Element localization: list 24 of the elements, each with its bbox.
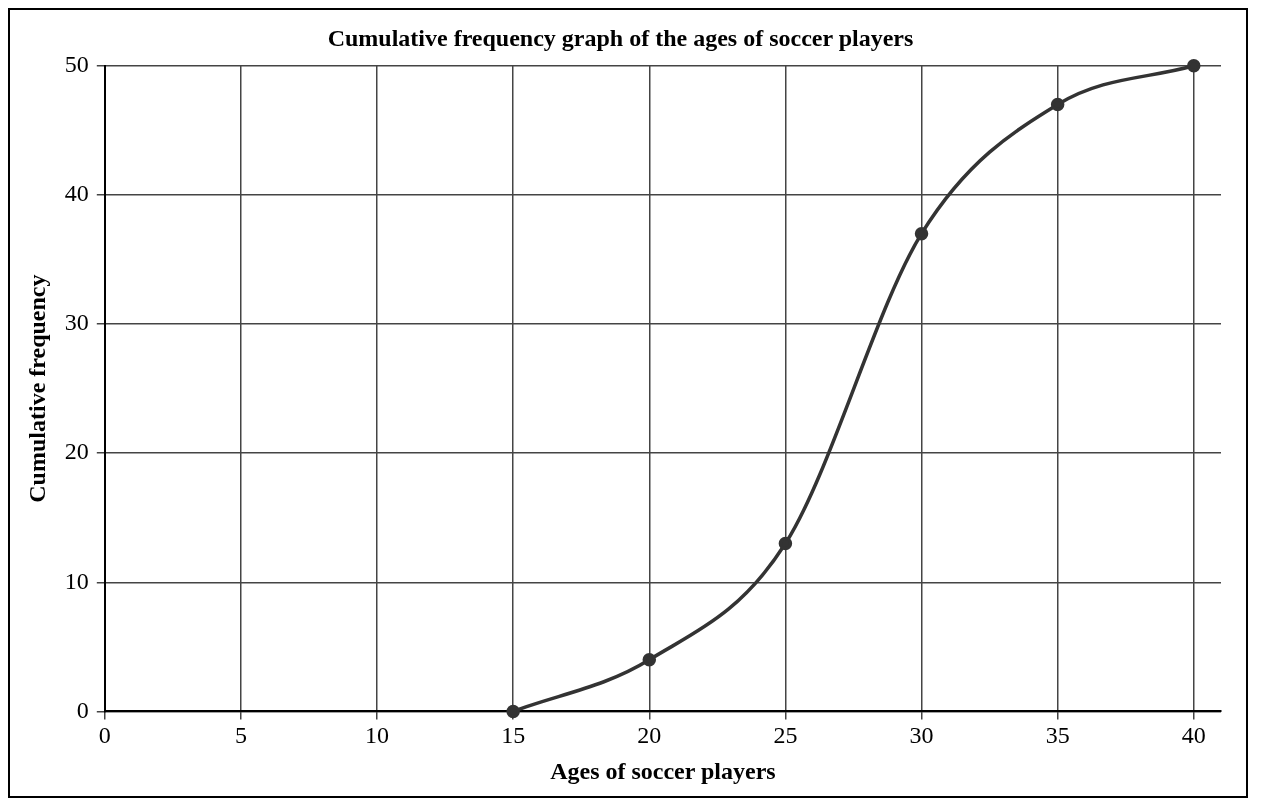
y-axis-title: Cumulative frequency <box>23 274 50 503</box>
y-tick-label: 50 <box>64 51 89 78</box>
x-axis-title: Ages of soccer players <box>550 757 776 784</box>
point <box>914 226 929 241</box>
point <box>506 704 520 719</box>
y-tick-label: 40 <box>64 180 89 207</box>
y-tick-label: 0 <box>76 696 89 723</box>
x-tick-label: 40 <box>1181 722 1206 749</box>
x-tick-label: 10 <box>365 722 390 749</box>
x-tick-label: 25 <box>773 722 798 749</box>
x-tick-label: 30 <box>909 722 934 749</box>
point <box>1050 97 1065 112</box>
x-tick-label: 0 <box>98 722 111 749</box>
y-tick-label: 10 <box>64 567 89 594</box>
x-tick-label: 20 <box>637 722 662 749</box>
y-tick-label: 30 <box>64 309 89 336</box>
x-tick-label: 35 <box>1045 722 1070 749</box>
x-tick-label: 15 <box>501 722 526 749</box>
point <box>642 653 657 667</box>
y-tick-label: 20 <box>64 438 89 465</box>
point <box>1187 59 1201 73</box>
chart-title: Cumulative frequency graph of the ages of soccer players <box>327 24 914 51</box>
x-tick-label: 5 <box>234 722 247 749</box>
point <box>778 536 793 551</box>
